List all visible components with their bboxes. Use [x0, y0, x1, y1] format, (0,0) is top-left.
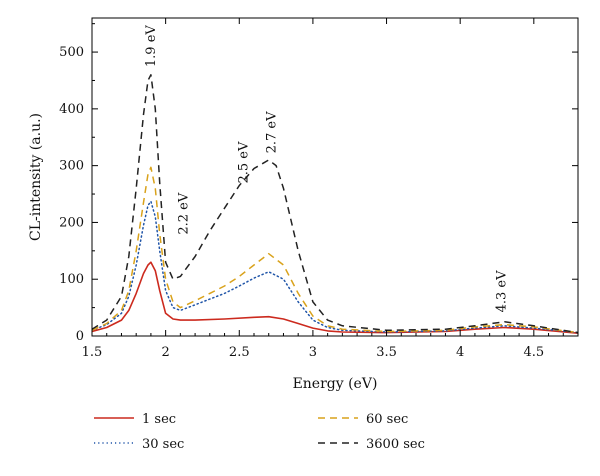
legend-label: 3600 sec: [366, 437, 425, 452]
peak-annotation: 2.5 eV: [237, 141, 252, 184]
series-line-1-sec: [92, 261, 578, 334]
y-tick-label: 500: [59, 45, 84, 60]
series-line-60-sec: [92, 166, 578, 334]
legend-label: 1 sec: [142, 412, 176, 427]
y-axis-label: CL-intensity (a.u.): [28, 113, 44, 241]
x-tick-label: 2: [161, 345, 169, 360]
x-tick-label: 1.5: [82, 345, 103, 360]
y-tick-label: 400: [59, 102, 84, 117]
peak-annotation: 2.7 eV: [265, 111, 280, 154]
legend-label: 60 sec: [366, 412, 408, 427]
y-tick-label: 200: [59, 215, 84, 230]
x-tick-label: 4: [456, 345, 464, 360]
peak-annotation: 2.2 eV: [176, 192, 191, 235]
y-tick-label: 100: [59, 272, 84, 287]
plot-frame: [91, 17, 579, 337]
y-tick-label: 0: [76, 329, 84, 344]
y-tick-label: 300: [59, 159, 84, 174]
peak-annotation: 4.3 eV: [494, 270, 509, 313]
series-line-30-sec: [92, 200, 578, 334]
x-tick-label: 3: [309, 345, 317, 360]
x-tick-label: 2.5: [229, 345, 250, 360]
legend-label: 30 sec: [142, 437, 184, 452]
peak-annotation: 1.9 eV: [144, 25, 159, 68]
x-tick-label: 4.5: [523, 345, 544, 360]
x-axis-label: Energy (eV): [293, 376, 378, 392]
x-tick-label: 3.5: [376, 345, 397, 360]
